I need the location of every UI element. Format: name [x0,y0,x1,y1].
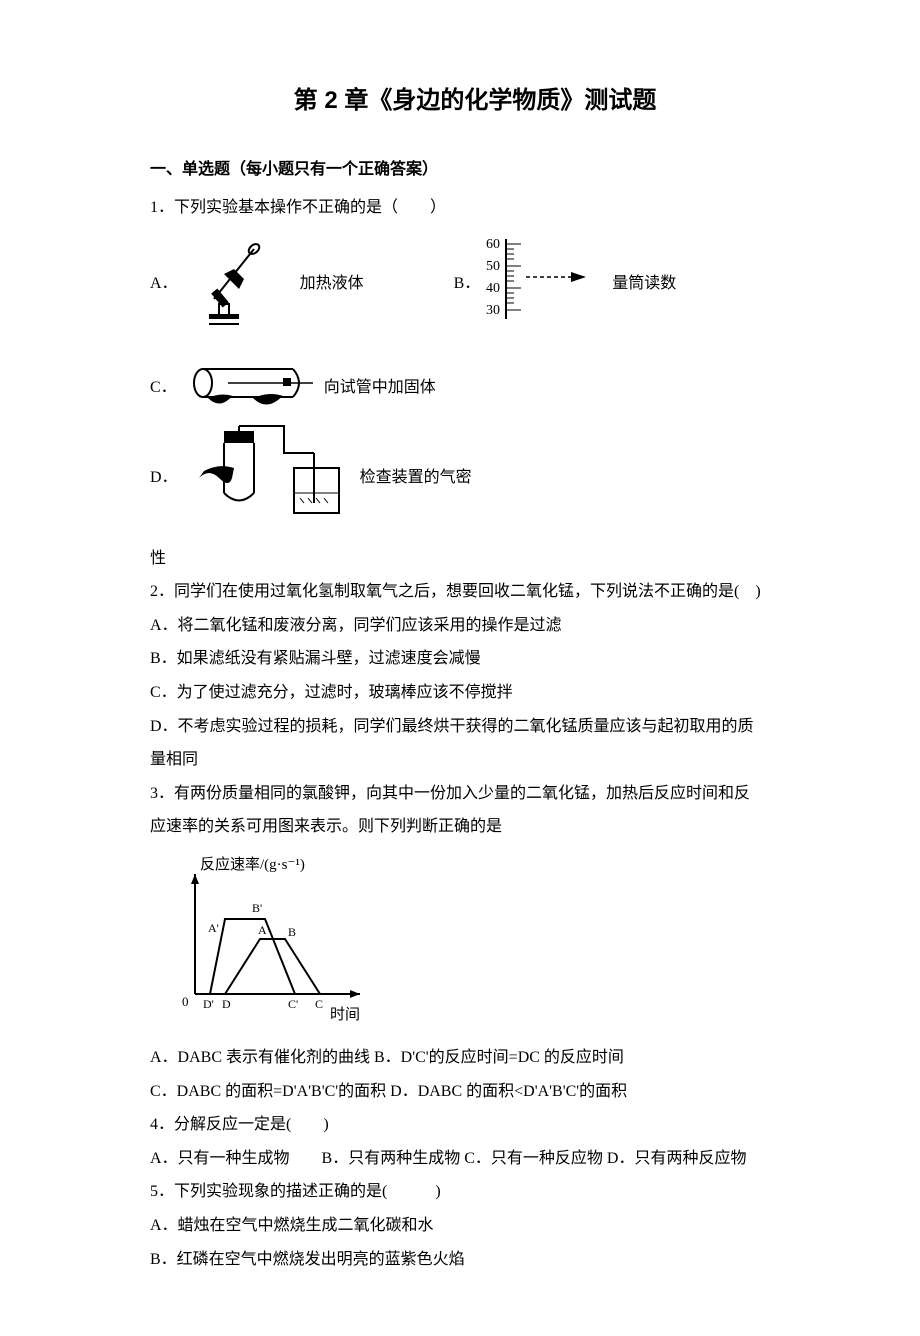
scale-60: 60 [486,237,500,252]
scale-30: 30 [486,303,500,318]
q2-B: B．如果滤纸没有紧贴漏斗壁，过滤速度会减慢 [150,642,800,676]
heat-liquid-icon [184,229,294,334]
q1-tail: 性 [150,542,800,576]
lbl-D: D [222,997,231,1011]
lbl-Bp: B' [252,901,262,915]
lbl-Dp: D' [203,997,214,1011]
lbl-O: 0 [182,994,189,1009]
scale-40: 40 [486,281,500,296]
add-solid-icon [183,348,318,423]
q2-D1: D．不考虑实验过程的损耗，同学们最终烘干获得的二氧化锰质量应该与起初取用的质 [150,710,800,744]
q5-A: A．蜡烛在空气中燃烧生成二氧化碳和水 [150,1209,800,1243]
chart-ylabel: 反应速率/(g·s⁻¹) [200,855,305,873]
q1-optA: A． 加热液体 [150,229,364,334]
lbl-B: B [288,925,296,939]
chart-xlabel: 时间 [330,1006,360,1023]
q1-optD-letter: D． [150,463,178,487]
page-title: 第 2 章《身边的化学物质》测试题 [150,80,800,115]
q1-optA-caption: 加热液体 [300,269,364,293]
scale-50: 50 [486,259,500,274]
q1-optD-caption: 检查装置的气密 [360,463,472,487]
lbl-Cp: C' [288,997,298,1011]
q2-A: A．将二氧化锰和废液分离，同学们应该采用的操作是过滤 [150,609,800,643]
q1-optC: C． 向试管中加固体 [150,348,436,423]
q4-opts: A．只有一种生成物 B．只有两种生成物 C．只有一种反应物 D．只有两种反应物 [150,1142,800,1176]
q5-stem: 5．下列实验现象的描述正确的是( ) [150,1175,800,1209]
exam-page: 第 2 章《身边的化学物质》测试题 一、单选题（每小题只有一个正确答案） 1．下… [0,0,920,1336]
q2-D2: 量相同 [150,743,800,777]
q1-optC-caption: 向试管中加固体 [324,373,436,397]
q1-optA-letter: A． [150,269,178,293]
lbl-C: C [315,997,323,1011]
q1-row-ab: A． 加热液体 B． 60 [150,229,800,334]
q3-A: A．DABC 表示有催化剂的曲线 B．D'C'的反应时间=DC 的反应时间 [150,1041,800,1075]
q3-C: C．DABC 的面积=D'A'B'C'的面积 D．DABC 的面积<D'A'B'… [150,1075,800,1109]
cylinder-read-icon: 60 50 40 30 [486,234,606,329]
q1-optD: D． 检 [150,423,472,528]
q4-stem: 4．分解反应一定是( ) [150,1108,800,1142]
q1-optB-letter: B． [454,269,481,293]
q3-stem1: 3．有两份质量相同的氯酸钾，向其中一份加入少量的二氧化锰，加热后反应时间和反 [150,777,800,811]
lbl-Ap: A' [208,921,219,935]
q1-optB-caption: 量筒读数 [612,269,676,293]
q2-C: C．为了使过滤充分，过滤时，玻璃棒应该不停搅拌 [150,676,800,710]
q1-optB: B． 60 50 40 30 [454,234,677,329]
section-heading: 一、单选题（每小题只有一个正确答案） [150,155,800,179]
lbl-A: A [258,923,267,937]
q1-optC-letter: C． [150,373,177,397]
q3-stem2: 应速率的关系可用图来表示。则下列判断正确的是 [150,810,800,844]
q5-B: B．红磷在空气中燃烧发出明亮的蓝紫色火焰 [150,1243,800,1277]
q1-stem: 1．下列实验基本操作不正确的是（ ） [150,191,800,225]
q1-row-cd: C． 向试管中加固体 D． [150,348,800,528]
q3-chart: 反应速率/(g·s⁻¹) 0 D' D C' C A' A B' B 时间 [170,854,800,1029]
q2-stem: 2．同学们在使用过氧化氢制取氧气之后，想要回收二氧化锰，下列说法不正确的是( ) [150,575,800,609]
airtight-check-icon [184,423,354,528]
